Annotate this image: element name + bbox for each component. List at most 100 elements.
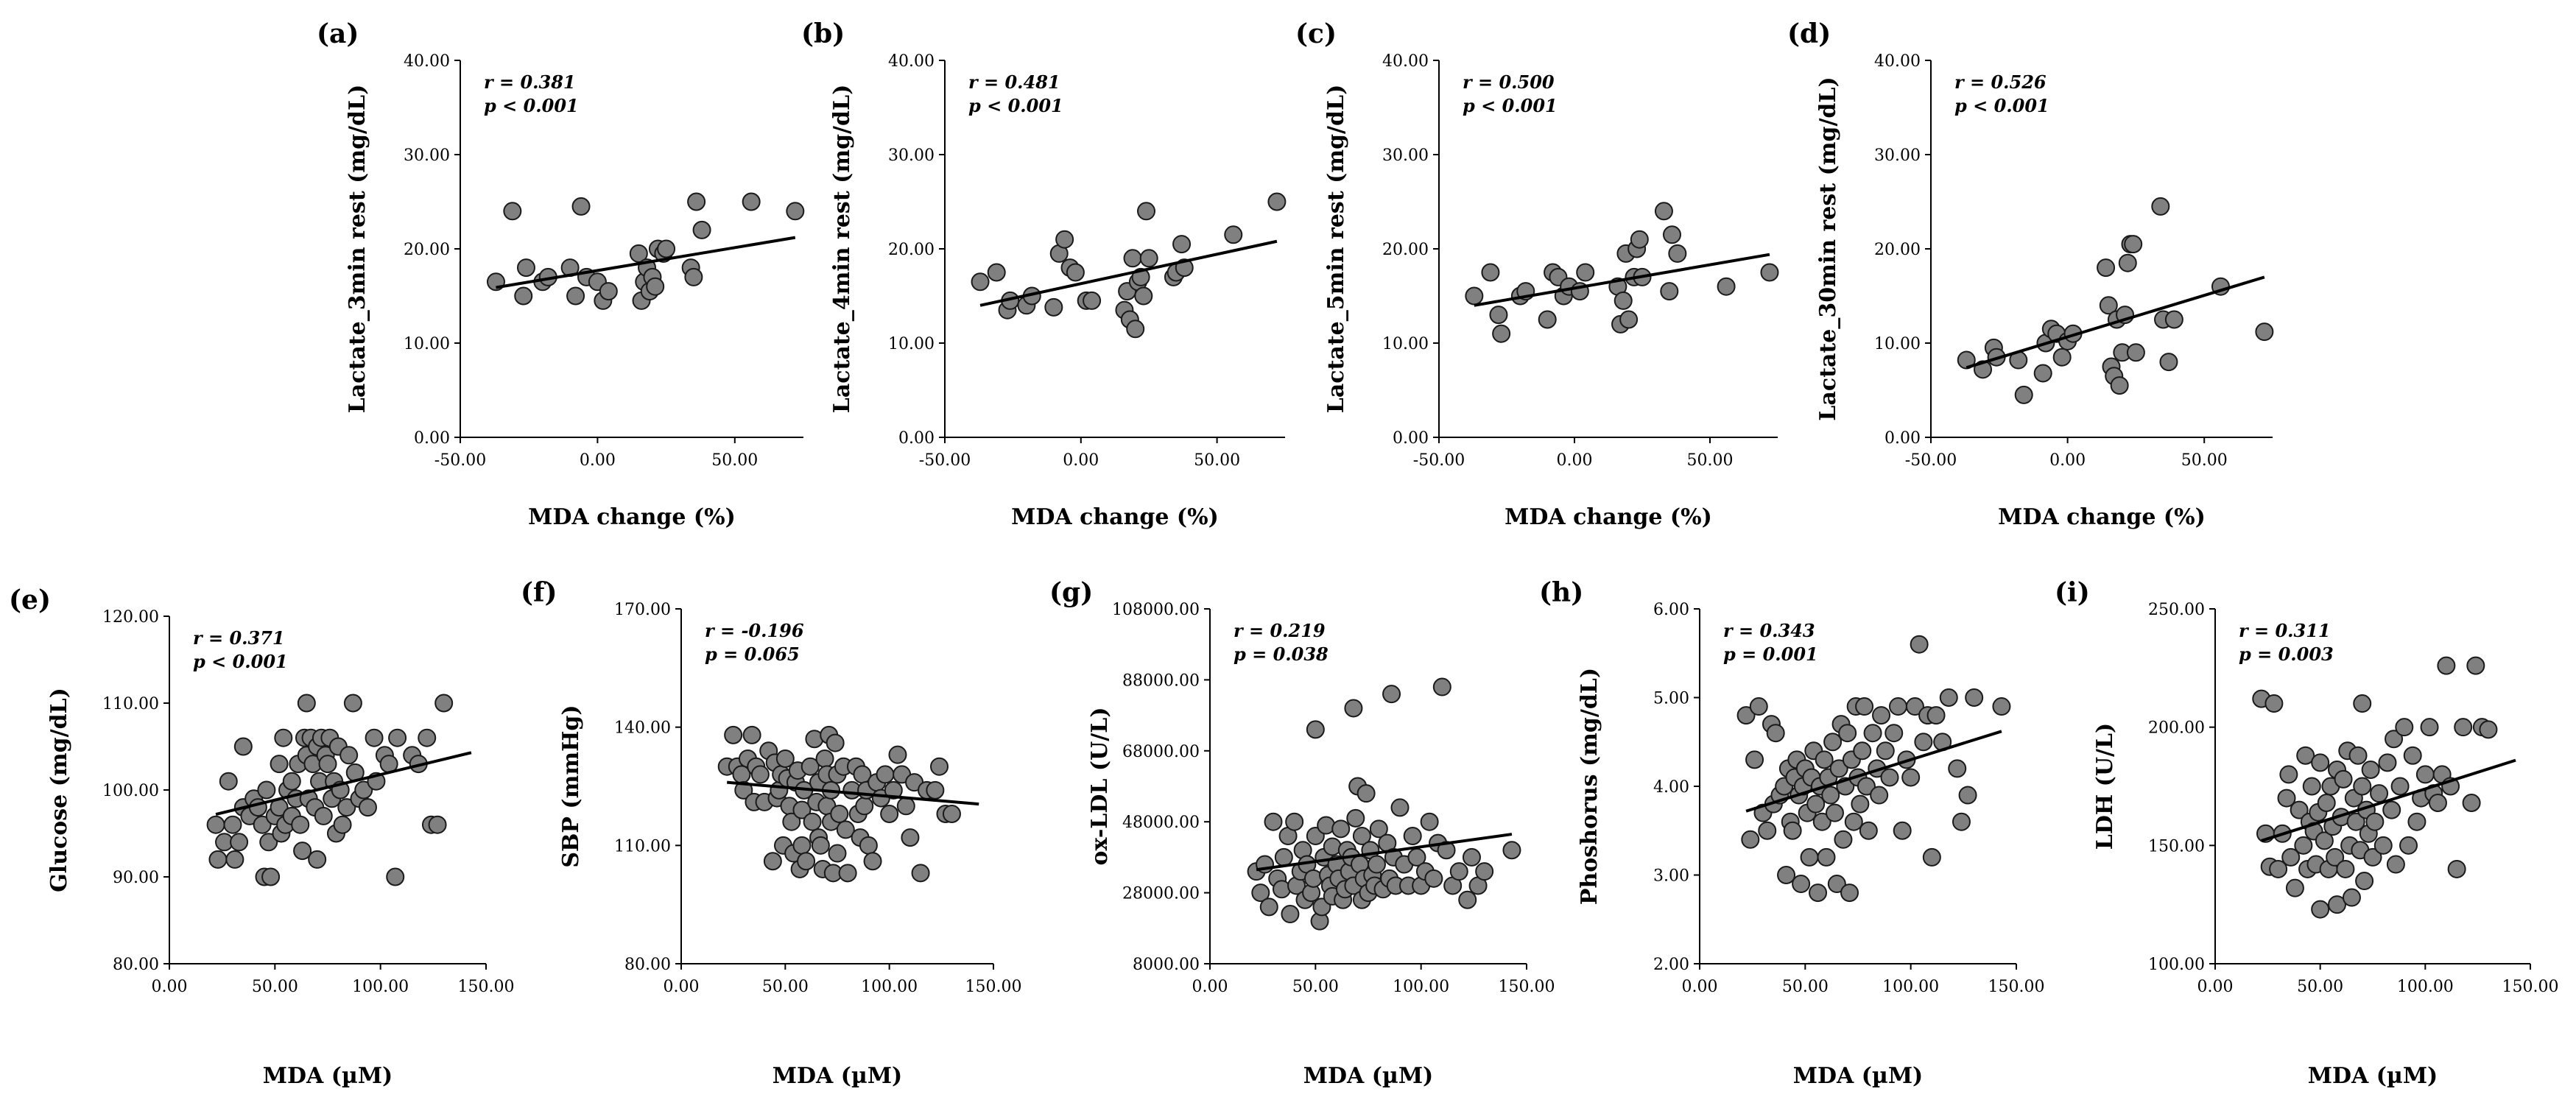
data-point: [1939, 688, 1958, 707]
data-point: [503, 202, 522, 221]
data-point: [888, 745, 907, 764]
x-tick-label: 100.00: [2397, 978, 2454, 996]
y-tick-label: 0.00: [1885, 429, 1921, 448]
data-point: [1745, 750, 1764, 769]
y-tick-label: 120.00: [102, 608, 159, 627]
data-point: [2346, 812, 2365, 831]
stat-label: p < 0.001: [193, 651, 288, 672]
data-point: [724, 725, 743, 744]
data-point: [2363, 847, 2382, 867]
data-point: [2033, 364, 2052, 383]
data-point: [386, 867, 405, 886]
y-tick-label: 30.00: [404, 147, 450, 165]
data-point: [2315, 831, 2334, 850]
data-point: [830, 804, 849, 823]
data-point: [1424, 869, 1443, 888]
data-point: [629, 244, 648, 263]
y-tick-label: 10.00: [1874, 335, 1921, 353]
stat-label: p = 0.065: [705, 643, 800, 665]
y-tick-label: 20.00: [888, 241, 935, 259]
data-point: [1893, 821, 1912, 840]
y-tick-label: 4.00: [1653, 778, 1689, 797]
data-point: [1840, 883, 1859, 903]
y-tick-label: 20.00: [1874, 241, 1921, 259]
x-axis-title: MDA (µM): [773, 1063, 903, 1089]
data-point: [942, 804, 961, 823]
data-point: [880, 804, 899, 823]
trend-line: [979, 239, 1278, 307]
data-point: [1055, 230, 1074, 249]
trend-line: [1966, 275, 2265, 370]
data-point: [1331, 819, 1351, 839]
data-point: [855, 797, 874, 816]
data-point: [2348, 746, 2368, 765]
data-point: [863, 852, 882, 871]
x-tick-label: 150.00: [2502, 978, 2559, 996]
x-tick-label: 0.00: [1682, 978, 1718, 996]
panel-label: (f): [521, 577, 557, 608]
x-tick-label: 150.00: [1988, 978, 2045, 996]
data-point: [434, 694, 454, 713]
stat-label: r = 0.343: [1723, 620, 1815, 641]
data-point: [1870, 786, 1889, 805]
stat-label: r = 0.371: [193, 627, 285, 649]
y-tick-label: 108000.00: [1112, 601, 1200, 619]
data-point: [343, 694, 362, 713]
data-point: [876, 765, 895, 784]
data-point: [1827, 875, 1846, 894]
data-point: [1857, 777, 1876, 796]
data-point: [1134, 286, 1153, 306]
data-point: [308, 850, 327, 869]
data-point: [2118, 253, 2137, 272]
data-point: [1126, 320, 1145, 339]
data-point: [293, 842, 312, 861]
data-point: [259, 833, 278, 852]
chart-panel-e: 80.00 90.00 100.00 110.00 120.00 0.00 50.00 100…: [9, 585, 514, 1089]
data-point: [2385, 730, 2404, 749]
y-tick-label: 80.00: [624, 956, 671, 974]
data-points: [2252, 656, 2498, 919]
x-tick-label: 50.00: [1782, 978, 1829, 996]
data-point: [1823, 733, 1843, 752]
data-point: [657, 239, 676, 258]
data-point: [428, 815, 447, 834]
data-point: [1855, 697, 1874, 716]
data-point: [2403, 746, 2422, 765]
y-tick-label: 10.00: [888, 335, 935, 353]
data-point: [1922, 847, 1941, 867]
x-axis-title: MDA (µM): [2308, 1063, 2438, 1089]
data-point: [274, 728, 293, 747]
x-tick-label: 0.00: [1192, 978, 1228, 996]
chart-panel-h: 2.00 3.00 4.00 5.00 6.00 0.00 50.00 100.00 150.0…: [1539, 577, 2044, 1089]
data-point: [2395, 718, 2414, 737]
x-tick-label: 0.00: [580, 451, 616, 470]
data-point: [2415, 765, 2435, 784]
data-point: [1885, 724, 1904, 743]
data-point: [1367, 855, 1386, 874]
y-tick-label: 0.00: [898, 429, 935, 448]
data-point: [514, 286, 533, 306]
data-point: [418, 728, 437, 747]
data-point: [1481, 263, 1500, 282]
x-tick-label: 50.00: [2181, 451, 2228, 470]
data-point: [1630, 230, 1649, 249]
data-point: [1489, 306, 1508, 325]
data-point: [1264, 812, 1283, 831]
data-point: [1863, 724, 1882, 743]
data-point: [1965, 688, 1984, 707]
data-point: [1538, 310, 1557, 329]
data-point: [1992, 697, 2011, 716]
stat-label: p < 0.001: [1463, 95, 1558, 116]
data-point: [1736, 706, 1756, 725]
data-point: [884, 780, 903, 800]
data-point: [1139, 249, 1158, 268]
data-point: [223, 815, 242, 834]
data-point: [926, 780, 945, 800]
data-point: [1619, 310, 1639, 329]
x-axis-title: MDA change (%): [1505, 504, 1712, 530]
x-tick-label: -50.00: [1905, 451, 1957, 470]
data-point: [2353, 777, 2372, 796]
x-tick-label: 50.00: [1194, 451, 1240, 470]
data-point: [219, 772, 238, 791]
x-tick-label: 0.00: [152, 978, 188, 996]
